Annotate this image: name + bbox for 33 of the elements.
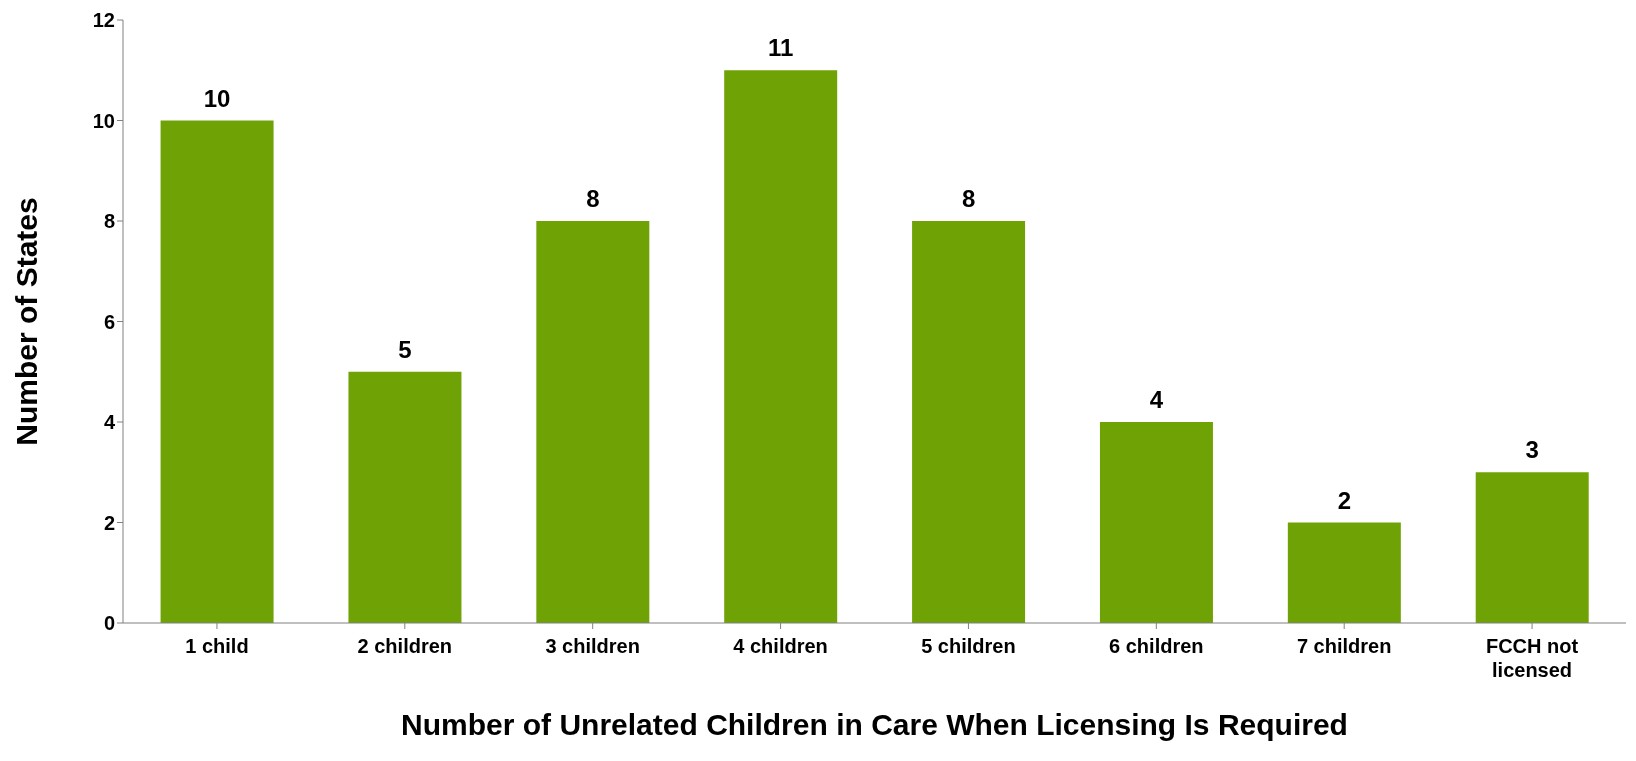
x-tick-label: 1 child <box>185 635 249 657</box>
data-label: 8 <box>961 185 976 212</box>
bar <box>724 70 838 623</box>
data-label: 3 <box>1525 436 1539 464</box>
x-tick-label: 6 children <box>1109 635 1204 657</box>
data-label: 8 <box>586 185 600 212</box>
x-tick-label: FCCH not licensed <box>1485 635 1579 681</box>
bar <box>912 221 1026 623</box>
bar <box>1287 522 1401 623</box>
y-tick-label: 6 <box>103 310 115 333</box>
y-tick-label: 4 <box>103 411 116 434</box>
y-tick-label: 2 <box>103 511 115 534</box>
y-tick-label: 0 <box>103 612 115 635</box>
data-label: 5 <box>398 335 412 363</box>
data-label: 2 <box>1337 486 1351 514</box>
y-tick-label: 8 <box>103 210 115 233</box>
data-label: 10 <box>203 84 231 112</box>
y-tick-label: 10 <box>92 109 115 132</box>
data-label: 4 <box>1149 386 1164 413</box>
x-tick-label: 3 children <box>545 635 640 657</box>
x-tick-label: 4 children <box>733 635 828 657</box>
bar <box>160 120 274 623</box>
bar <box>536 221 650 623</box>
data-label: 11 <box>768 34 794 62</box>
bar <box>1099 422 1213 623</box>
x-tick-label: 5 children <box>921 635 1016 657</box>
x-axis-title: Number of Unrelated Children in Care When Licensing Is Required <box>401 708 1348 741</box>
x-tick-label: 7 children <box>1296 635 1392 657</box>
y-axis-title: Number of States <box>9 197 43 446</box>
bar <box>348 371 462 623</box>
y-tick-label: 12 <box>92 9 115 32</box>
bar <box>1475 472 1589 623</box>
x-tick-label: 2 children <box>357 635 453 657</box>
